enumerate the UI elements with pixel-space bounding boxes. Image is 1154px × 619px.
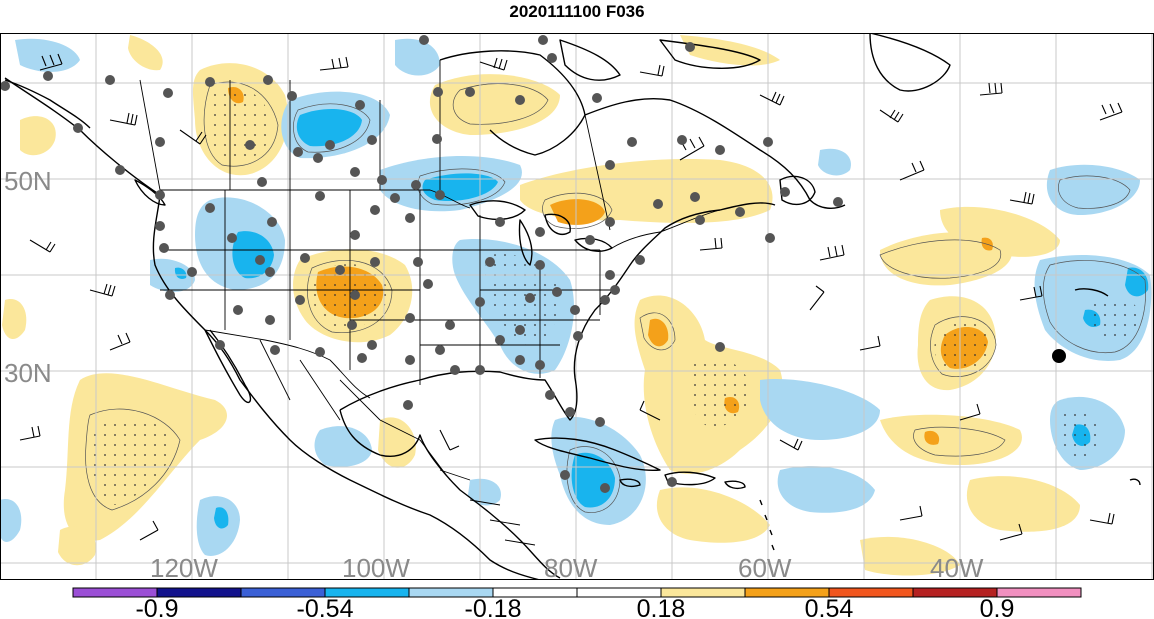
colorbar-tick-label: -0.9	[135, 595, 178, 619]
map-frame-content: 50N 30N 120W 100W 80W 60W 40W	[0, 33, 1154, 583]
lon-label-40w: 40W	[930, 553, 984, 583]
contour-lines	[85, 81, 1146, 513]
coastlines	[4, 33, 1141, 580]
colorbar-segment	[73, 588, 157, 597]
lat-label-30n: 30N	[4, 358, 52, 388]
colorbar-segment	[997, 588, 1081, 597]
political-boundaries	[139, 60, 721, 546]
colorbar-tick-label: -0.54	[297, 595, 354, 619]
colorbar-segment	[661, 588, 745, 597]
colorbar-segment	[745, 588, 829, 597]
colorbar-tick-label: 0.9	[980, 595, 1015, 619]
lon-label-80w: 80W	[544, 553, 598, 583]
colorbar-segment	[829, 588, 913, 597]
lat-lon-grid	[0, 33, 1154, 580]
colorbar-tick-label: 0.54	[805, 595, 854, 619]
colorbar-segment	[913, 588, 997, 597]
chart-title: 2020111100 F036	[509, 2, 645, 21]
colorbar-segment	[157, 588, 241, 597]
colorbar-segment	[241, 588, 325, 597]
colorbar-segment	[577, 588, 661, 597]
tropical-cyclone-marker	[1052, 349, 1066, 363]
colorbar-segment	[493, 588, 577, 597]
colorbar-segment	[325, 588, 409, 597]
wind-barbs	[19, 53, 1123, 541]
lat-label-50n: 50N	[4, 166, 52, 196]
lon-label-120w: 120W	[150, 553, 218, 583]
observation-stations	[0, 35, 843, 493]
colorbar-tick-label: 0.18	[637, 595, 686, 619]
colorbar: -0.9 -0.54 -0.18 0.18 0.54 0.9	[72, 587, 1082, 619]
lon-label-100w: 100W	[342, 553, 410, 583]
colorbar-tick-label: -0.18	[465, 595, 522, 619]
lon-label-60w: 60W	[738, 553, 792, 583]
anomaly-shading	[0, 35, 1152, 576]
colorbar-segment	[409, 588, 493, 597]
